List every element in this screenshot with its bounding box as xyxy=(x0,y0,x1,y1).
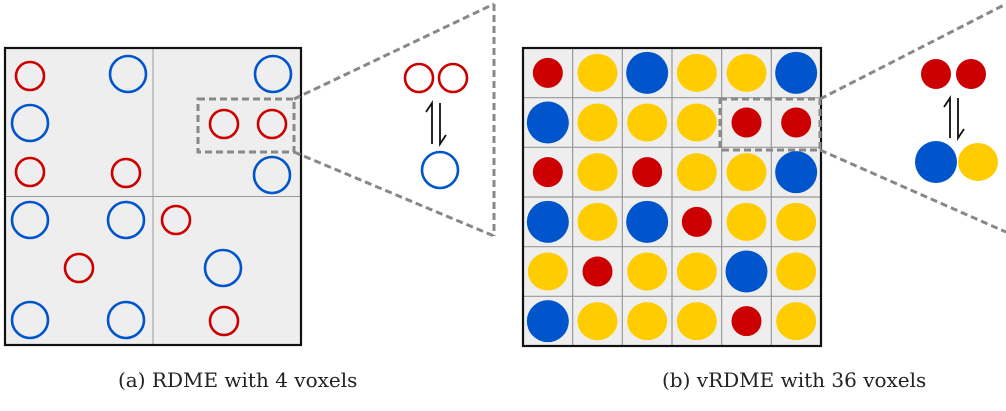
blue-molecule xyxy=(106,300,146,340)
zoom-region xyxy=(196,97,296,154)
product-blue-molecule xyxy=(420,150,460,190)
panel-a-border xyxy=(3,46,303,347)
reaction-a-forward-arrow xyxy=(425,100,433,144)
blue-molecule xyxy=(253,54,293,94)
red-molecule xyxy=(731,306,762,337)
blue-molecule xyxy=(526,101,569,144)
yellow-molecule xyxy=(776,252,817,291)
red-molecule xyxy=(781,107,812,138)
panel-b-vrdme xyxy=(521,2,1006,348)
red-molecule xyxy=(632,157,663,188)
red-molecule xyxy=(110,157,142,189)
zoom-cone-bottom xyxy=(293,150,495,238)
red-molecule xyxy=(532,57,563,88)
product-blue-molecule xyxy=(915,141,957,183)
red-molecule xyxy=(208,108,240,140)
blue-molecule xyxy=(725,250,768,293)
yellow-molecule xyxy=(726,202,767,241)
blue-molecule xyxy=(10,300,50,340)
zoom-cone-top xyxy=(819,2,1006,101)
yellow-molecule xyxy=(627,252,668,291)
blue-molecule xyxy=(775,151,818,194)
red-molecule xyxy=(256,108,288,140)
reaction-b-reverse-arrow xyxy=(957,98,965,141)
red-molecule xyxy=(14,60,46,92)
reactant-red-molecule xyxy=(437,62,469,94)
reactant-red-molecule xyxy=(403,62,435,94)
blue-molecule xyxy=(626,200,669,243)
blue-molecule xyxy=(10,103,50,143)
yellow-molecule xyxy=(776,202,817,241)
yellow-molecule xyxy=(577,202,618,241)
red-molecule xyxy=(14,156,46,188)
blue-molecule xyxy=(526,200,569,243)
reaction-a-reverse-arrow xyxy=(439,103,447,147)
red-molecule xyxy=(731,107,762,138)
reactant-red-molecule xyxy=(956,59,986,89)
caption-panel-a: (a) RDME with 4 voxels xyxy=(118,368,358,392)
yellow-molecule xyxy=(726,53,767,92)
yellow-molecule xyxy=(726,153,767,192)
panel-b-border xyxy=(521,46,823,348)
product-yellow-molecule xyxy=(958,143,998,181)
blue-molecule xyxy=(526,300,569,343)
blue-molecule xyxy=(203,248,243,288)
zoom-cone-top xyxy=(293,2,495,101)
yellow-molecule xyxy=(577,153,618,192)
blue-molecule xyxy=(108,54,148,94)
yellow-molecule xyxy=(577,103,618,142)
yellow-molecule xyxy=(676,103,717,142)
caption-panel-b: (b) vRDME with 36 voxels xyxy=(662,368,927,392)
yellow-molecule xyxy=(676,302,717,341)
yellow-molecule xyxy=(627,302,668,341)
yellow-molecule xyxy=(676,53,717,92)
yellow-molecule xyxy=(627,103,668,142)
blue-molecule xyxy=(252,155,292,195)
yellow-molecule xyxy=(676,252,717,291)
yellow-molecule xyxy=(577,53,618,92)
red-molecule xyxy=(532,157,563,188)
zoom-region xyxy=(718,97,822,152)
yellow-molecule xyxy=(527,252,568,291)
reactant-red-molecule xyxy=(921,59,951,89)
reaction-b-forward-arrow xyxy=(943,95,951,138)
yellow-molecule xyxy=(676,153,717,192)
blue-molecule xyxy=(626,51,669,94)
red-molecule xyxy=(63,252,95,284)
panel-a-rdme xyxy=(3,2,496,347)
blue-molecule xyxy=(10,200,50,240)
yellow-molecule xyxy=(776,302,817,341)
red-molecule xyxy=(208,305,240,337)
zoom-cone-bottom xyxy=(819,148,1006,234)
red-molecule xyxy=(160,204,192,236)
yellow-molecule xyxy=(577,302,618,341)
blue-molecule xyxy=(775,51,818,94)
blue-molecule xyxy=(106,200,146,240)
red-molecule xyxy=(681,206,712,237)
red-molecule xyxy=(582,256,613,287)
